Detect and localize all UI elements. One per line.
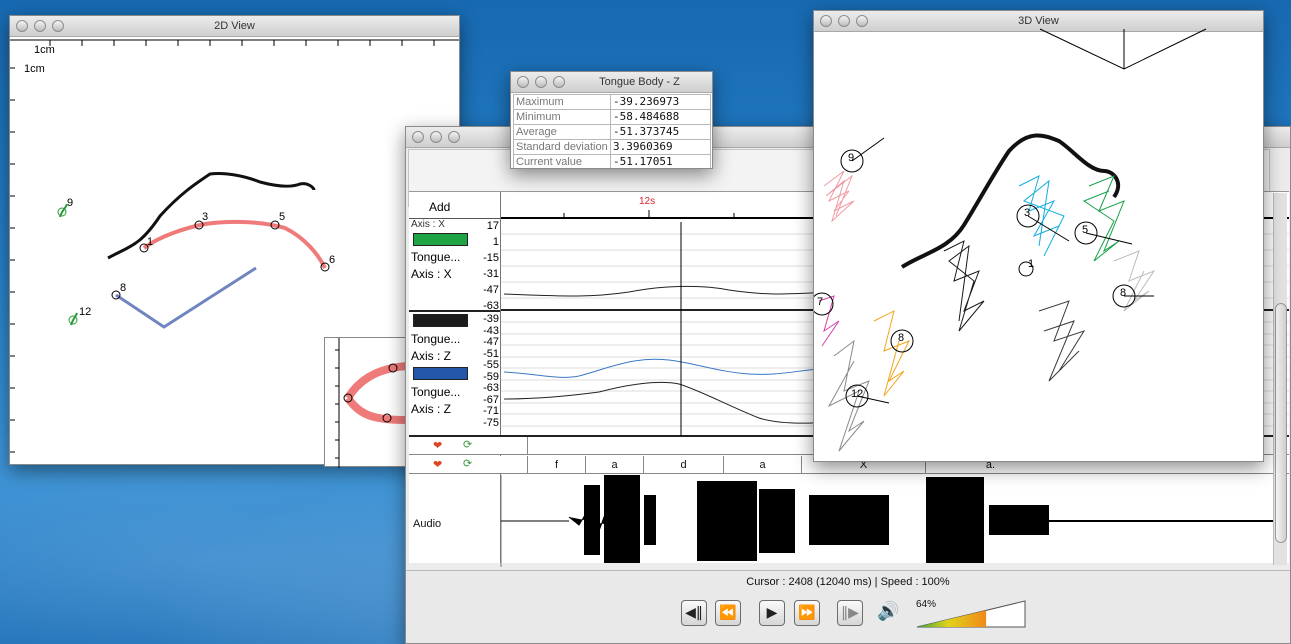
- 2d-view-titlebar[interactable]: 2D View: [10, 16, 459, 37]
- marker-label: 7: [817, 296, 823, 308]
- volume-slider[interactable]: [911, 599, 1031, 629]
- phoneme-segment[interactable]: X: [801, 456, 925, 474]
- vertical-scroll-thumb[interactable]: [1275, 303, 1287, 543]
- track-color-chip-green[interactable]: [413, 233, 468, 246]
- phoneme-segment[interactable]: d: [643, 456, 723, 474]
- track2-y-ticks: -39 -43 -47 -51 -55 -59 -63 -67 -71 -75: [483, 313, 499, 429]
- refresh-icon[interactable]: ⟳: [463, 458, 473, 470]
- zoom-icon[interactable]: [553, 76, 565, 88]
- stats-row: Current value -51.17051: [513, 154, 711, 168]
- marker-label: 1: [1028, 258, 1034, 270]
- close-icon[interactable]: [820, 15, 832, 27]
- track-color-chip-blue[interactable]: [413, 367, 468, 380]
- zoom-icon[interactable]: [448, 131, 460, 143]
- phoneme-segment[interactable]: f: [527, 456, 585, 474]
- point-label: 9: [67, 197, 73, 209]
- marker-label: 12: [851, 388, 863, 400]
- minimize-icon[interactable]: [430, 131, 442, 143]
- refresh-icon[interactable]: ⟳: [463, 439, 473, 451]
- volume-percent: 64%: [916, 599, 937, 610]
- horizontal-scrollbar[interactable]: [501, 560, 1275, 564]
- minimize-icon[interactable]: [838, 15, 850, 27]
- fast-forward-button[interactable]: ⏩: [794, 600, 820, 626]
- phoneme-segment[interactable]: a: [585, 456, 643, 474]
- track-axis: Axis : Z: [411, 402, 452, 416]
- stats-titlebar[interactable]: Tongue Body - Z: [511, 72, 712, 93]
- 3d-view-title: 3D View: [1018, 15, 1059, 27]
- go-end-button[interactable]: ‖▶: [837, 600, 863, 626]
- close-icon[interactable]: [412, 131, 424, 143]
- marker-label: 9: [848, 152, 854, 164]
- lip-inset-view[interactable]: [324, 337, 407, 468]
- point-label: 3: [202, 211, 208, 223]
- close-icon[interactable]: [517, 76, 529, 88]
- time-marker: 12s: [639, 196, 655, 207]
- volume-icon[interactable]: 🔊: [877, 601, 900, 621]
- audio-waveform[interactable]: [409, 475, 1289, 567]
- 2d-view-window[interactable]: 2D View: [9, 15, 460, 465]
- zoom-icon[interactable]: [52, 20, 64, 32]
- 3d-view-canvas[interactable]: 9 3 5 1 8 7 8 12: [814, 11, 1264, 462]
- track-name: Tongue...: [411, 250, 461, 264]
- point-label: 8: [120, 282, 126, 294]
- vertical-scrollbar[interactable]: [1273, 193, 1287, 565]
- go-start-button[interactable]: ◀‖: [681, 600, 707, 626]
- point-label: 5: [279, 211, 285, 223]
- phoneme-segment[interactable]: a: [723, 456, 801, 474]
- 2d-view-canvas[interactable]: 1 3 5 6 8 9 12 1cm 1cm: [10, 16, 460, 465]
- minimize-icon[interactable]: [535, 76, 547, 88]
- marker-label: 8: [898, 332, 904, 344]
- stats-table: Maximum -39.236973 Minimum -58.484688 Aver…: [513, 94, 711, 168]
- partial-axis-label: Axis : X: [411, 219, 445, 230]
- point-label: 6: [329, 254, 335, 266]
- stats-row: Maximum -39.236973: [513, 94, 711, 110]
- 3d-view-titlebar[interactable]: 3D View: [814, 11, 1263, 32]
- minimize-icon[interactable]: [34, 20, 46, 32]
- 3d-view-window[interactable]: 3D View: [813, 10, 1264, 462]
- zoom-icon[interactable]: [856, 15, 868, 27]
- stats-row: Average -51.373745: [513, 124, 711, 140]
- play-button[interactable]: ▶: [759, 600, 785, 626]
- stats-window[interactable]: Tongue Body - Z Maximum -39.236973 Minimu…: [510, 71, 713, 169]
- track-name: Tongue...: [411, 385, 461, 399]
- jaw-trace: [115, 266, 257, 329]
- stats-row: Standard deviation 3.3960369: [513, 139, 711, 155]
- track-color-chip-black[interactable]: [413, 314, 468, 327]
- track-axis: Axis : Z: [411, 349, 452, 363]
- phoneme-segment[interactable]: a.: [925, 456, 1055, 474]
- track-labels-column: Add Axis : X Tongue... Axis : X Tongue..…: [409, 192, 501, 563]
- marker-label: 3: [1024, 207, 1030, 219]
- marker-label: 8: [1120, 287, 1126, 299]
- x-scale-label: 1cm: [34, 44, 55, 56]
- palate-trace: [107, 172, 316, 260]
- delete-icon[interactable]: ❤: [433, 440, 443, 452]
- stats-row: Minimum -58.484688: [513, 109, 711, 125]
- playback-bar: Cursor : 2408 (12040 ms) | Speed : 100% …: [406, 570, 1290, 643]
- audio-track-label: Audio: [413, 518, 442, 530]
- add-button[interactable]: Add: [429, 200, 451, 214]
- track-name: Tongue...: [411, 332, 461, 346]
- close-icon[interactable]: [16, 20, 28, 32]
- delete-icon[interactable]: ❤: [433, 459, 443, 471]
- 2d-view-title: 2D View: [214, 20, 255, 32]
- rewind-button[interactable]: ⏪: [715, 600, 741, 626]
- track-axis: Axis : X: [411, 267, 452, 281]
- track1-y-ticks: 17 1 -15 -31 -47 -63: [483, 220, 499, 312]
- y-scale-label: 1cm: [24, 63, 45, 75]
- point-label: 12: [79, 306, 91, 318]
- stats-title: Tongue Body - Z: [599, 76, 680, 88]
- cursor-status: Cursor : 2408 (12040 ms) | Speed : 100%: [746, 576, 950, 588]
- tongue-trace: [142, 219, 327, 269]
- point-label: 1: [147, 236, 153, 248]
- marker-label: 5: [1082, 224, 1088, 236]
